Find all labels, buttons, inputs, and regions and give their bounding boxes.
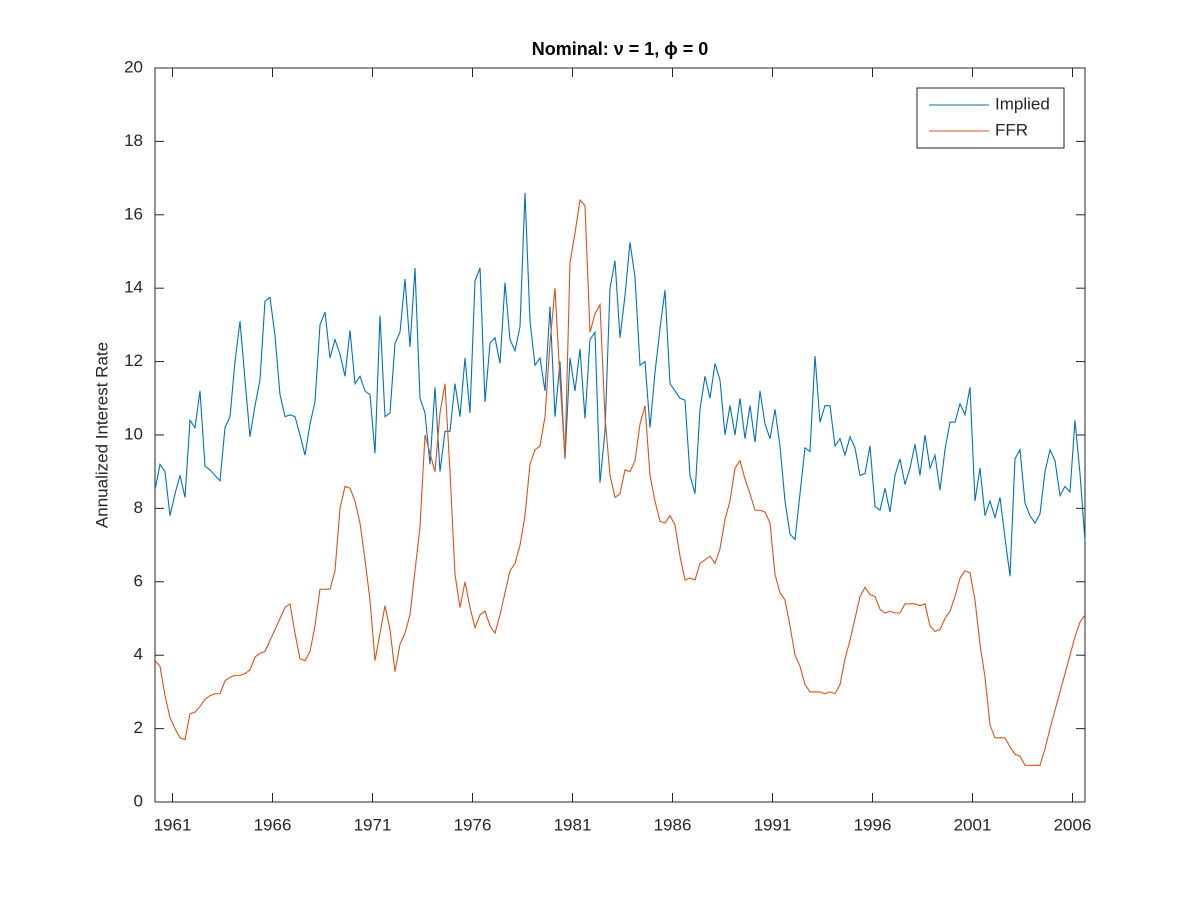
y-tick-label: 8 (134, 498, 143, 517)
y-tick-label: 12 (124, 351, 143, 370)
x-tick-label: 1996 (854, 815, 892, 834)
legend-box (916, 87, 1065, 149)
x-tick-label: 1986 (654, 815, 692, 834)
y-tick-label: 6 (134, 571, 143, 590)
y-tick-label: 14 (124, 278, 143, 297)
x-tick-label: 1971 (354, 815, 392, 834)
y-tick-label: 20 (124, 57, 143, 76)
legend-label: Implied (995, 94, 1050, 113)
x-tick-label: 1991 (754, 815, 792, 834)
x-tick-label: 1976 (454, 815, 492, 834)
y-tick-label: 2 (134, 718, 143, 737)
x-tick-label: 2001 (954, 815, 992, 834)
x-tick-label: 1966 (254, 815, 292, 834)
series-line (154, 198, 1086, 766)
x-tick-label: 1981 (554, 815, 592, 834)
series-line (154, 192, 1086, 577)
y-tick-label: 10 (124, 424, 143, 443)
x-tick-label: 2006 (1054, 815, 1092, 834)
y-tick-label: 16 (124, 204, 143, 223)
y-tick-label: 0 (134, 791, 143, 810)
y-axis-label: Annualized Interest Rate (92, 342, 111, 528)
y-tick-label: 4 (134, 645, 143, 664)
chart-title: Nominal: ν = 1, ϕ = 0 (532, 39, 709, 59)
y-tick-label: 18 (124, 131, 143, 150)
legend-label: FFR (995, 120, 1028, 139)
x-tick-label: 1961 (154, 815, 192, 834)
